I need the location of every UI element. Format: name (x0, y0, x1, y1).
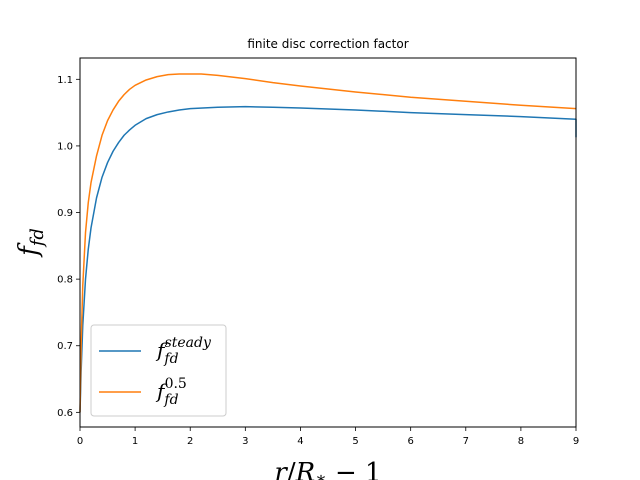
x-tick-label: 8 (518, 436, 524, 447)
chart-title: finite disc correction factor (247, 37, 408, 51)
x-tick-label: 2 (187, 436, 193, 447)
y-tick-label: 0.9 (57, 208, 73, 219)
legend-label-steady: ffdsteady (155, 335, 212, 367)
legend-box (90, 324, 227, 417)
x-tick-label: 7 (463, 436, 469, 447)
x-tick-label: 6 (407, 436, 413, 447)
series-line-steady (79, 105, 577, 413)
plot-frame (79, 57, 577, 428)
x-tick-label: 9 (573, 436, 579, 447)
y-tick-label: 1.0 (57, 141, 73, 152)
y-tick-label: 1.1 (57, 75, 73, 86)
x-tick-label: 3 (242, 436, 248, 447)
series-layer (79, 73, 577, 413)
x-axis-label: r/R∗ − 1 (274, 458, 381, 480)
ticks-layer: 0 1 2 3 4 5 6 7 8 9 0.6 0.7 0.8 0.9 1.0 1.1 (57, 75, 579, 447)
x-tick-label: 1 (132, 436, 138, 447)
y-tick-label: 0.7 (57, 341, 73, 352)
y-tick-label: 0.8 (57, 275, 73, 286)
legend: ffdsteady ffd0.5 (90, 324, 227, 417)
legend-label-0-5: ffd0.5 (155, 376, 187, 408)
x-tick-label: 5 (352, 436, 358, 447)
y-tick-label: 0.6 (57, 408, 73, 419)
x-tick-label: 4 (297, 436, 303, 447)
x-tick-label: 0 (77, 436, 83, 447)
series-line-0-5 (79, 73, 577, 413)
